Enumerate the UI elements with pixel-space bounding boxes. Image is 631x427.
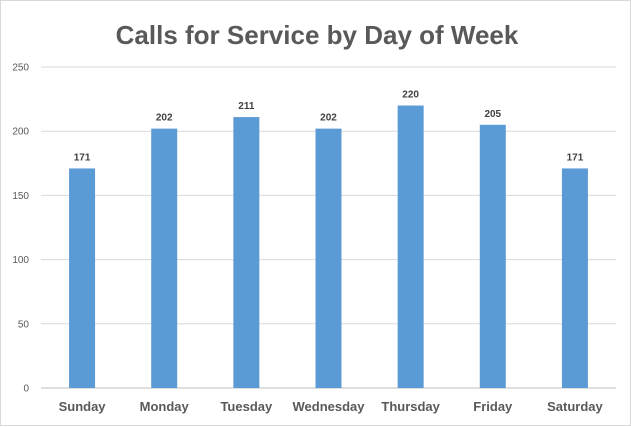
x-tick-label: Thursday xyxy=(381,399,440,414)
y-tick-label: 50 xyxy=(18,319,30,330)
y-axis-ticks: 0 50 100 150 200 250 xyxy=(12,63,29,395)
y-tick-label: 150 xyxy=(12,191,29,202)
x-tick-label: Monday xyxy=(140,399,190,414)
x-tick-label: Wednesday xyxy=(292,399,365,414)
bar-wednesday xyxy=(315,128,342,388)
data-label: 171 xyxy=(567,152,584,163)
data-label: 220 xyxy=(402,90,419,101)
x-tick-label: Sunday xyxy=(59,399,107,414)
y-tick-label: 250 xyxy=(12,63,29,74)
data-label: 205 xyxy=(484,109,501,120)
bar-saturday xyxy=(561,168,588,388)
bar-sunday xyxy=(69,168,96,388)
y-tick-label: 200 xyxy=(12,127,29,138)
data-labels: 171 202 211 202 220 205 171 xyxy=(74,90,584,164)
bars xyxy=(69,105,588,389)
x-tick-label: Saturday xyxy=(547,399,603,414)
data-label: 202 xyxy=(320,113,337,124)
data-label: 171 xyxy=(74,152,91,163)
y-tick-label: 0 xyxy=(23,384,29,395)
data-label: 202 xyxy=(156,113,173,124)
bar-tuesday xyxy=(233,117,260,389)
x-tick-label: Tuesday xyxy=(220,399,273,414)
x-axis-ticks: Sunday Monday Tuesday Wednesday Thursday Frid… xyxy=(59,399,604,414)
bar-monday xyxy=(151,128,178,388)
data-label: 211 xyxy=(238,101,255,112)
y-tick-label: 100 xyxy=(12,255,29,266)
x-tick-label: Friday xyxy=(473,399,513,414)
bar-thursday xyxy=(397,105,424,389)
bar-friday xyxy=(479,124,506,388)
chart-title: Calls for Service by Day of Week xyxy=(116,20,519,50)
